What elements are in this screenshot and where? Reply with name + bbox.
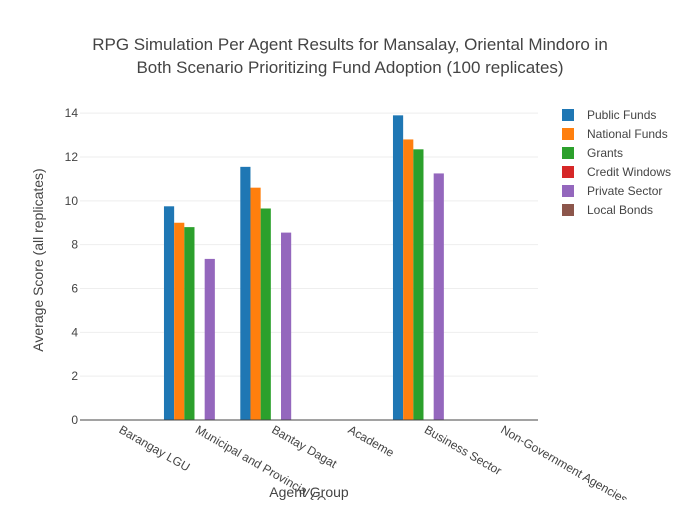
- y-tick-label: 12: [65, 150, 79, 164]
- bar: [250, 187, 261, 420]
- y-tick-labels: 0 2 4 6 8 10 12 14: [65, 106, 79, 427]
- chart-title-line-2: Both Scenario Prioritizing Fund Adoption…: [136, 58, 563, 77]
- legend-swatch: [562, 128, 574, 140]
- bar: [204, 258, 215, 420]
- y-tick-label: 6: [71, 281, 78, 295]
- y-tick-label: 14: [65, 106, 79, 120]
- bar: [281, 232, 292, 420]
- legend-swatch: [562, 185, 574, 197]
- legend-swatch: [562, 147, 574, 159]
- legend-swatch: [562, 204, 574, 216]
- x-tick-label: Academe: [346, 422, 397, 460]
- legend-swatch: [562, 166, 574, 178]
- bars: [163, 115, 444, 420]
- legend-item[interactable]: Grants: [562, 146, 623, 160]
- bar: [413, 149, 424, 420]
- x-tick-labels: Barangay LGU Municipal and Provincial LGU…: [117, 422, 630, 505]
- legend-item[interactable]: Local Bonds: [562, 203, 653, 217]
- bar: [392, 115, 404, 420]
- legend-label: Private Sector: [587, 184, 662, 198]
- x-axis-label: Agent Group: [269, 484, 349, 500]
- y-tick-label: 2: [71, 369, 78, 383]
- x-tick-label: Non-Government Agencies: [498, 422, 630, 500]
- chart-title-line-1: RPG Simulation Per Agent Results for Man…: [92, 35, 608, 54]
- legend-item[interactable]: Private Sector: [562, 184, 662, 198]
- grid-lines: [80, 112, 538, 377]
- bar: [403, 139, 414, 420]
- legend-label: National Funds: [587, 127, 668, 141]
- y-axis-label: Average Score (all replicates): [30, 168, 46, 351]
- bar: [174, 222, 185, 420]
- legend: Public Funds National Funds Grants Credit W…: [562, 108, 671, 217]
- legend-label: Grants: [587, 146, 623, 160]
- x-tick-label: Bantay Dagat: [269, 422, 340, 471]
- legend-swatch: [562, 109, 574, 121]
- legend-label: Public Funds: [587, 108, 656, 122]
- legend-label: Credit Windows: [587, 165, 671, 179]
- y-tick-label: 8: [71, 238, 78, 252]
- bar: [260, 208, 271, 420]
- bar: [240, 166, 251, 420]
- bar: [184, 227, 195, 420]
- y-tick-label: 0: [71, 413, 78, 427]
- bar: [163, 206, 175, 420]
- legend-item[interactable]: National Funds: [562, 127, 668, 141]
- y-tick-label: 4: [71, 325, 78, 339]
- legend-item[interactable]: Public Funds: [562, 108, 656, 122]
- legend-item[interactable]: Credit Windows: [562, 165, 671, 179]
- x-tick-label: Barangay LGU: [117, 422, 193, 474]
- legend-label: Local Bonds: [587, 203, 653, 217]
- x-tick-label: Business Sector: [422, 422, 504, 477]
- y-tick-label: 10: [65, 194, 79, 208]
- bar: [433, 173, 444, 420]
